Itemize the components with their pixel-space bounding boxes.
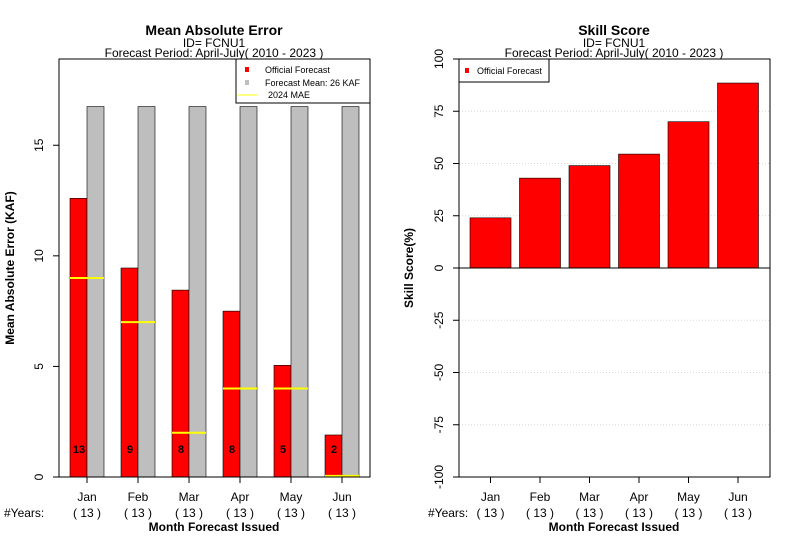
mae-years-value: ( 13 ) xyxy=(73,506,101,520)
mae-x-tick-label: Apr xyxy=(231,490,250,504)
ss-bar-official xyxy=(667,121,710,269)
ss-y-tick-label: -100 xyxy=(432,465,446,489)
ss-x-axis-label: Month Forecast Issued xyxy=(549,520,680,534)
mae-y-tick-label: 0 xyxy=(32,473,46,480)
ss-years-value: ( 13 ) xyxy=(476,506,504,520)
mae-plot-frame xyxy=(58,58,371,478)
mae-x-tick-label: May xyxy=(280,490,303,504)
ss-title: Skill Score xyxy=(578,22,650,38)
mae-x-tick-label: Mar xyxy=(179,490,200,504)
ss-y-tick-label: 50 xyxy=(432,157,446,171)
ss-x-tick-label: Mar xyxy=(579,490,600,504)
ss-bar-official xyxy=(519,177,561,269)
ss-bar-official xyxy=(568,165,611,269)
mae-bar-official xyxy=(273,365,292,478)
ss-subtitle-period: Forecast Period: April-July( 2010 - 2023… xyxy=(505,46,724,60)
mae-legend-mean-swatch xyxy=(245,80,249,85)
ss-bar-official xyxy=(618,153,660,269)
ss-x-tick-label: Feb xyxy=(530,490,551,504)
ss-x-tick-label: Apr xyxy=(630,490,649,504)
ss-years-value: ( 13 ) xyxy=(575,506,603,520)
mae-bar-count-label: 9 xyxy=(127,444,133,456)
ss-legend-official-label: Official Forecast xyxy=(477,66,542,76)
mae-bar-mean xyxy=(188,106,207,478)
mae-title: Mean Absolute Error xyxy=(145,22,283,38)
mae-subtitle-id: ID= FCNU1 xyxy=(183,36,246,50)
ss-y-axis-label: Skill Score(%) xyxy=(402,228,416,308)
mae-y-tick-label: 10 xyxy=(32,249,46,263)
mae-bar-mean xyxy=(341,106,360,478)
ss-y-tick-label: 0 xyxy=(432,264,446,271)
mae-bar-count-label: 8 xyxy=(229,444,235,456)
mae-legend: Official Forecast Forecast Mean: 26 KAF … xyxy=(235,58,371,104)
mae-bar-mean xyxy=(239,106,258,478)
mae-bar-count-label: 5 xyxy=(280,444,286,456)
mae-x-tick-label: Feb xyxy=(128,490,149,504)
ss-legend-official-swatch xyxy=(465,68,469,73)
mae-legend-mae-label: 2024 MAE xyxy=(268,90,310,100)
ss-y-tick-label: 100 xyxy=(432,49,446,69)
ss-legend: Official Forecast xyxy=(458,58,550,83)
ss-y-tick-label: -50 xyxy=(432,364,446,382)
ss-plot-frame xyxy=(458,58,771,478)
ss-years-value: ( 13 ) xyxy=(674,506,702,520)
mae-bar-count-label: 13 xyxy=(73,444,85,456)
mae-subtitle-period: Forecast Period: April-July( 2010 - 2023… xyxy=(105,46,324,60)
mae-x-tick-label: Jan xyxy=(77,490,96,504)
mae-y-axis-label: Mean Absolute Error (KAF) xyxy=(3,191,17,345)
mae-legend-box xyxy=(235,58,371,104)
ss-y-tick-label: -75 xyxy=(432,416,446,434)
skill-score-chart: Skill Score ID= FCNU1 Forecast Period: A… xyxy=(402,22,771,534)
mae-legend-official-label: Official Forecast xyxy=(265,65,330,75)
mae-bar-official xyxy=(69,198,88,478)
ss-bar-official xyxy=(717,82,759,269)
mae-bar-mean xyxy=(86,106,105,478)
mae-years-value: ( 13 ) xyxy=(175,506,203,520)
mae-years-value: ( 13 ) xyxy=(124,506,152,520)
ss-years-value: ( 13 ) xyxy=(724,506,752,520)
ss-x-tick-label: May xyxy=(677,490,700,504)
ss-y-tick-label: 25 xyxy=(432,209,446,223)
ss-y-tick-label: -25 xyxy=(432,311,446,329)
mae-legend-official-swatch xyxy=(245,67,249,72)
ss-years-label: #Years: xyxy=(428,506,468,520)
mae-legend-mean-label: Forecast Mean: 26 KAF xyxy=(265,78,361,88)
mae-bar-count-label: 2 xyxy=(331,444,337,456)
mae-y-tick-label: 15 xyxy=(32,138,46,152)
mae-bar-mean xyxy=(137,106,156,478)
ss-y-tick-label: 75 xyxy=(432,104,446,118)
mae-years-value: ( 13 ) xyxy=(277,506,305,520)
ss-years-value: ( 13 ) xyxy=(625,506,653,520)
mae-years-value: ( 13 ) xyxy=(328,506,356,520)
ss-bar-official xyxy=(469,217,512,269)
mae-chart: Mean Absolute Error ID= FCNU1 Forecast P… xyxy=(3,22,371,534)
mae-bar-count-label: 8 xyxy=(178,444,184,456)
ss-subtitle-id: ID= FCNU1 xyxy=(583,36,646,50)
mae-years-value: ( 13 ) xyxy=(226,506,254,520)
mae-years-label: #Years: xyxy=(4,506,44,520)
ss-years-value: ( 13 ) xyxy=(526,506,554,520)
mae-bar-mean xyxy=(290,106,309,478)
mae-x-axis-label: Month Forecast Issued xyxy=(149,520,280,534)
ss-x-tick-label: Jan xyxy=(481,490,500,504)
ss-x-tick-label: Jun xyxy=(728,490,747,504)
ss-legend-box xyxy=(458,58,550,83)
mae-y-tick-label: 5 xyxy=(32,363,46,370)
mae-x-tick-label: Jun xyxy=(332,490,351,504)
